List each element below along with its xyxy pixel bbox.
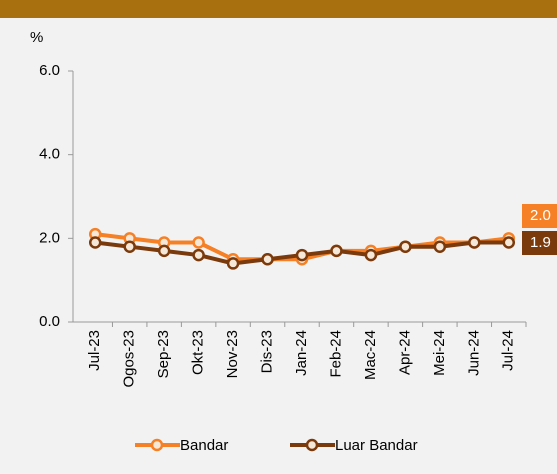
x-tick-label: Feb-24	[327, 330, 344, 378]
point	[502, 236, 516, 249]
point	[226, 257, 240, 270]
point	[192, 248, 205, 262]
y-tick-label: 0.0	[39, 313, 60, 330]
value-label-box	[522, 231, 557, 255]
x-tick-label: Jul-23	[86, 330, 103, 371]
point	[399, 240, 412, 253]
point	[261, 253, 274, 266]
x-tick-label: Mei-24	[431, 330, 448, 376]
value-label: 1.9	[530, 234, 551, 251]
legend-label: Bandar	[180, 437, 228, 454]
point	[330, 244, 343, 258]
x-tick-label: Okt-23	[190, 330, 207, 375]
point	[192, 236, 205, 249]
point	[88, 236, 102, 249]
point	[157, 244, 171, 258]
x-tick-label: Mac-24	[362, 330, 379, 380]
x-tick-label: Apr-24	[396, 330, 413, 375]
y-tick-label: 4.0	[39, 146, 60, 163]
value-label-box	[522, 204, 557, 228]
point	[295, 248, 309, 262]
x-tick-label: Jan-24	[293, 330, 310, 376]
legend-label: Luar Bandar	[335, 437, 418, 454]
x-tick-label: Dis-23	[259, 330, 276, 373]
x-tick-label: Sep-23	[155, 330, 172, 378]
point	[123, 240, 136, 253]
point	[433, 240, 447, 253]
legend-marker	[305, 438, 319, 452]
y-unit: %	[30, 29, 43, 46]
value-label: 2.0	[530, 207, 551, 224]
x-tick-label: Ogos-23	[121, 330, 138, 388]
point	[468, 236, 481, 249]
y-tick-label: 6.0	[39, 62, 60, 79]
x-tick-label: Jul-24	[500, 330, 517, 371]
x-tick-label: Nov-23	[224, 330, 241, 378]
legend-marker	[150, 438, 164, 452]
x-tick-label: Jun-24	[465, 330, 482, 376]
header-band	[0, 0, 557, 18]
point	[364, 248, 378, 262]
y-tick-label: 2.0	[39, 229, 60, 246]
